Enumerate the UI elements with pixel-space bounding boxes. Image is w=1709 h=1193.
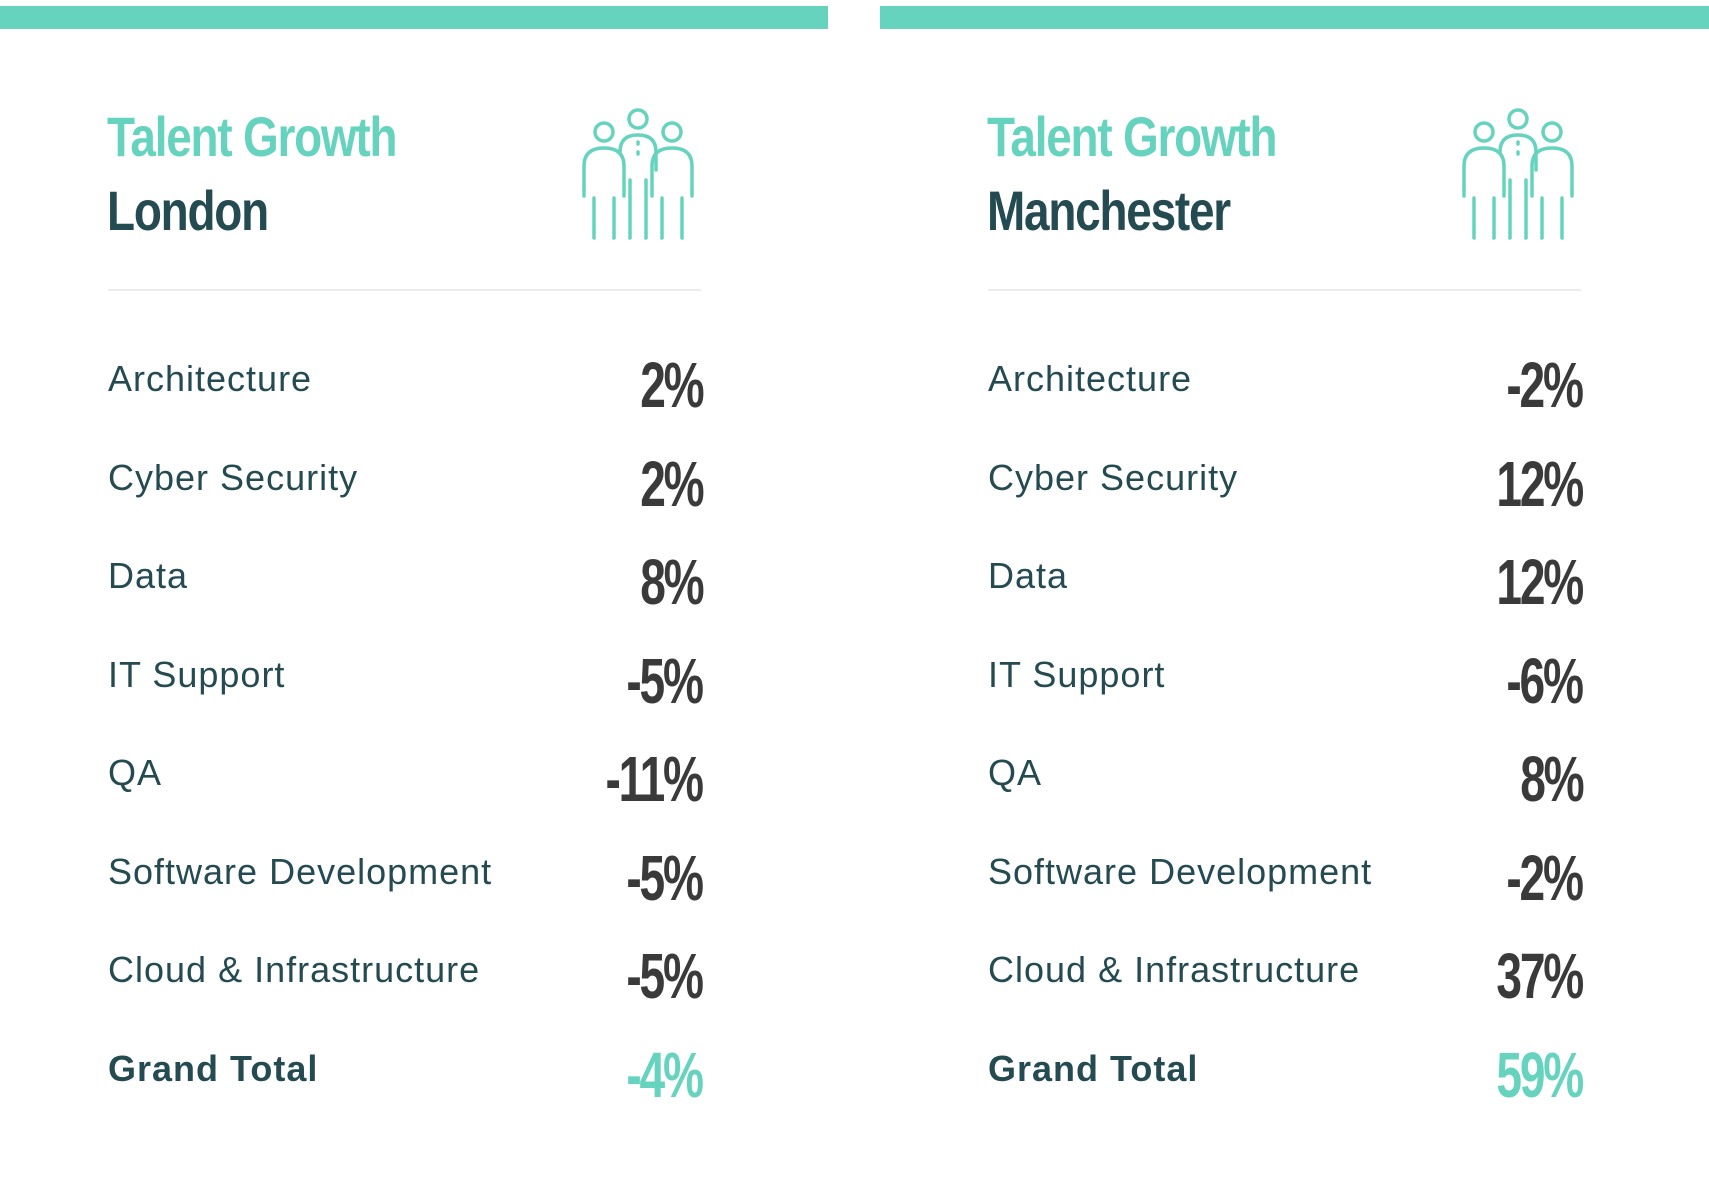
category-label: Data <box>988 555 1069 596</box>
growth-value: 2% <box>639 447 704 520</box>
header-divider <box>988 289 1581 291</box>
people-group-icon <box>582 108 694 240</box>
growth-value: 8% <box>1519 743 1584 815</box>
category-label: Data <box>108 555 189 596</box>
accent-top-bar <box>0 6 828 29</box>
table-row: IT Support -6% <box>988 630 1585 729</box>
table-row: Cloud & Infrastructure -5% <box>108 925 705 1024</box>
table-row: Cloud & Infrastructure 37% <box>988 925 1584 1024</box>
city-name: London <box>107 179 269 242</box>
table-row: Data 8% <box>108 531 704 630</box>
grand-total-label: Grand Total <box>108 1047 319 1089</box>
grand-total-row: Grand Total -4% <box>108 1024 705 1123</box>
growth-value: -5% <box>626 644 705 717</box>
talent-growth-panel-london: Talent Growth London Architecture 2% Cyb… <box>0 6 828 1123</box>
panel-title: Talent Growth Manchester <box>987 100 1278 248</box>
growth-table: Architecture -2% Cyber Security 12% Data… <box>988 334 1585 1123</box>
table-row: IT Support -5% <box>108 630 705 729</box>
title-heading: Talent Growth <box>107 105 398 168</box>
category-label: Cloud & Infrastructure <box>108 949 481 990</box>
category-label: Architecture <box>108 358 313 399</box>
table-row: Software Development -2% <box>988 827 1585 926</box>
growth-value: 2% <box>639 349 704 421</box>
panel-title: Talent Growth London <box>107 100 398 248</box>
category-label: Software Development <box>108 850 493 892</box>
accent-top-bar <box>880 6 1709 29</box>
title-heading: Talent Growth <box>987 105 1278 168</box>
growth-value: -5% <box>626 841 705 914</box>
grand-total-label: Grand Total <box>988 1047 1199 1089</box>
header-divider <box>108 289 701 291</box>
category-label: QA <box>108 752 163 793</box>
growth-value: -11% <box>605 743 705 815</box>
growth-value: -6% <box>1506 644 1585 717</box>
category-label: IT Support <box>988 653 1166 695</box>
category-label: Cloud & Infrastructure <box>988 949 1361 990</box>
category-label: QA <box>988 752 1043 793</box>
category-label: Architecture <box>988 358 1193 399</box>
table-row: Software Development -5% <box>108 827 705 926</box>
people-group-icon <box>1462 108 1574 240</box>
talent-growth-panel-manchester: Talent Growth Manchester Architecture -2… <box>880 0 1709 1193</box>
table-row: Architecture -2% <box>988 334 1585 433</box>
growth-value: 37% <box>1496 940 1584 1012</box>
category-label: IT Support <box>108 653 286 695</box>
grand-total-value: 59% <box>1496 1038 1584 1111</box>
growth-value: -2% <box>1506 841 1585 914</box>
grand-total-value: -4% <box>626 1038 705 1111</box>
growth-table: Architecture 2% Cyber Security 2% Data 8… <box>108 334 705 1123</box>
table-row: QA 8% <box>988 728 1584 827</box>
category-label: Cyber Security <box>988 456 1239 498</box>
table-row: Architecture 2% <box>108 334 704 433</box>
table-row: Data 12% <box>988 531 1584 630</box>
growth-value: -2% <box>1506 349 1585 421</box>
growth-value: 12% <box>1496 546 1584 618</box>
grand-total-row: Grand Total 59% <box>988 1024 1584 1123</box>
growth-value: -5% <box>626 940 705 1012</box>
category-label: Software Development <box>988 850 1373 892</box>
table-row: Cyber Security 2% <box>108 433 704 532</box>
city-name: Manchester <box>987 179 1231 242</box>
growth-value: 12% <box>1496 447 1584 520</box>
table-row: Cyber Security 12% <box>988 433 1584 532</box>
category-label: Cyber Security <box>108 456 359 498</box>
table-row: QA -11% <box>108 728 705 827</box>
growth-value: 8% <box>639 546 704 618</box>
